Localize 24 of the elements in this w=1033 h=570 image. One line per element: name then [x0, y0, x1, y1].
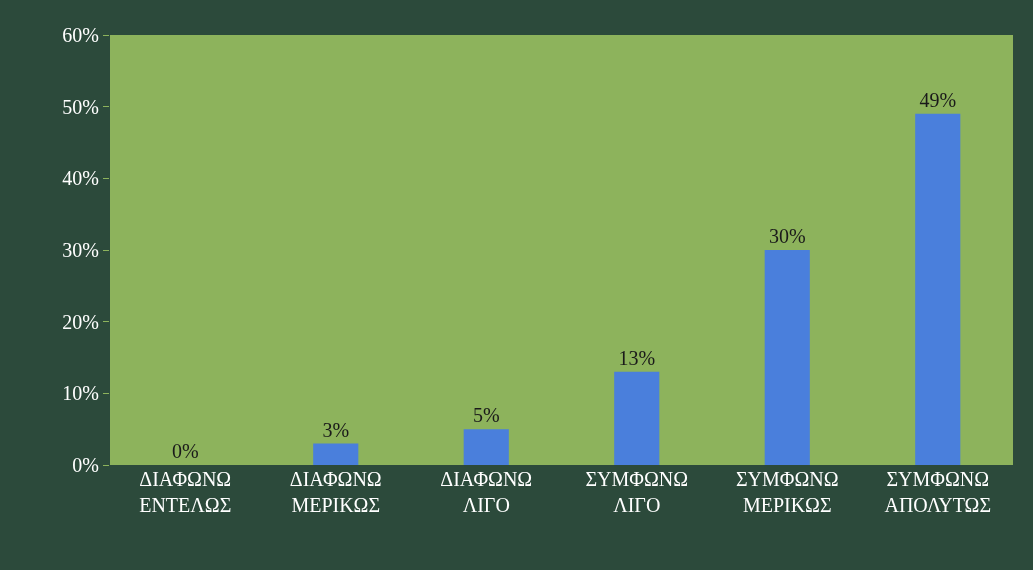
data-label: 0%: [171, 440, 199, 462]
x-tick-label: ΣΥΜΦΩΝΩ ΛΙΓΟ: [585, 468, 689, 516]
bar: [764, 250, 810, 465]
data-label: 49%: [919, 88, 957, 111]
x-tick-label: ΣΥΜΦΩΝΩ ΜΕΡΙΚΩΣ: [735, 468, 839, 516]
bar: [614, 371, 660, 465]
y-tick-label: 40%: [62, 167, 99, 190]
data-label: 5%: [472, 404, 500, 427]
data-label: 30%: [768, 225, 806, 247]
data-label: 13%: [618, 346, 656, 369]
y-tick-label: 30%: [62, 239, 99, 261]
y-tick-label: 50%: [62, 95, 99, 118]
bar: [915, 113, 961, 465]
data-label: 3%: [322, 418, 350, 441]
x-tick-label: ΔΙΑΦΩΝΩ ΜΕΡΙΚΩΣ: [289, 468, 382, 516]
y-tick-label: 20%: [62, 310, 99, 333]
bar: [313, 443, 359, 465]
x-tick-label: ΣΥΜΦΩΝΩ ΑΠΟΛΥΤΩΣ: [884, 468, 992, 516]
x-tick-label: ΔΙΑΦΩΝΩ ΕΝΤΕΛΩΣ: [139, 468, 232, 516]
y-tick-label: 10%: [62, 382, 99, 405]
y-tick-label: 0%: [72, 454, 99, 476]
y-tick-label: 60%: [62, 24, 99, 46]
x-tick-label: ΔΙΑΦΩΝΩ ΛΙΓΟ: [440, 468, 533, 516]
bar: [463, 429, 509, 465]
